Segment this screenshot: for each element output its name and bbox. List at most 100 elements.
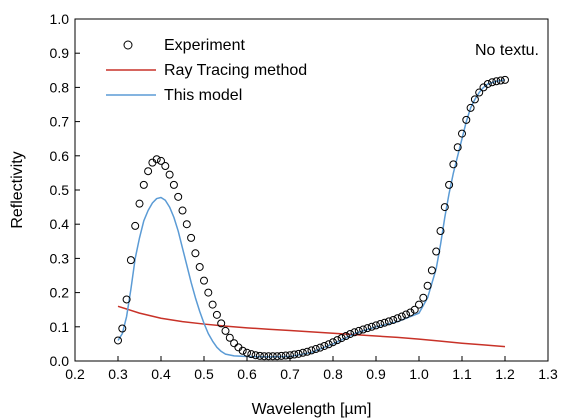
experiment-point: [449, 160, 458, 169]
experiment-point: [406, 308, 415, 317]
experiment-point: [157, 156, 165, 165]
chart-annotation: No textu.: [475, 42, 539, 59]
experiment-point: [298, 348, 307, 357]
y-tick-label: 0.2: [50, 285, 70, 301]
experiment-point: [316, 343, 325, 352]
experiment-point: [372, 321, 380, 330]
experiment-point: [427, 266, 436, 275]
legend-entry: Ray Tracing method: [106, 62, 307, 79]
experiment-point: [419, 293, 428, 302]
experiment-point: [251, 351, 260, 360]
experiment-point: [126, 256, 135, 265]
experiment-point: [354, 326, 363, 335]
experiment-point: [161, 162, 170, 171]
series-line-ray-tracing-method: [117, 305, 506, 348]
x-tick-label: 0.8: [323, 366, 343, 382]
experiment-point: [230, 339, 239, 348]
legend-marker: [123, 40, 133, 50]
y-tick-label: 0.5: [50, 182, 70, 198]
experiment-point: [376, 320, 385, 329]
y-tick-label: 0.6: [50, 148, 70, 164]
legend-label: Experiment: [164, 37, 245, 54]
experiment-point: [432, 247, 441, 256]
experiment-point: [436, 227, 445, 236]
experiment-point: [152, 155, 161, 164]
experiment-point: [488, 78, 497, 87]
y-tick-label: 1.0: [50, 11, 70, 27]
experiment-point: [225, 333, 234, 342]
legend-entry: Experiment: [123, 37, 245, 54]
experiment-point: [290, 350, 299, 359]
legend-entry: This model: [106, 87, 242, 104]
experiment-point: [217, 319, 226, 328]
experiment-point: [475, 88, 484, 97]
experiment-point: [243, 348, 251, 357]
experiment-point: [187, 233, 196, 242]
experiment-point: [303, 347, 312, 356]
experiment-point: [483, 79, 492, 88]
experiment-point: [178, 206, 187, 215]
experiment-point: [423, 281, 432, 290]
experiment-point: [393, 314, 402, 323]
experiment-point: [139, 180, 148, 189]
experiment-point: [324, 340, 333, 349]
experiment-point: [144, 167, 153, 176]
experiment-point: [415, 300, 423, 309]
experiment-point: [114, 336, 122, 345]
x-tick-label: 0.4: [151, 366, 171, 382]
x-tick-label: 0.5: [194, 366, 214, 382]
experiment-point: [165, 170, 174, 179]
experiment-point: [311, 345, 320, 354]
experiment-point: [255, 351, 264, 360]
y-tick-label: 0.8: [50, 79, 70, 95]
experiment-point: [260, 352, 269, 361]
legend: Experiment Ray Tracing method This model: [106, 37, 307, 104]
experiment-point: [191, 249, 200, 258]
experiment-point: [169, 180, 178, 189]
experiment-point: [402, 310, 411, 319]
experiment-point: [397, 312, 406, 321]
x-tick-label: 1.1: [452, 366, 472, 382]
legend-label: This model: [164, 87, 242, 104]
y-axis-label: Reflectivity: [9, 151, 26, 228]
x-tick-label: 0.7: [280, 366, 300, 382]
experiment-point: [359, 325, 368, 334]
x-tick-label: 0.2: [65, 366, 85, 382]
experiment-point: [341, 332, 350, 341]
experiment-point: [200, 276, 208, 285]
experiment-point: [329, 338, 337, 347]
experiment-point: [273, 352, 282, 361]
experiment-point: [337, 334, 346, 343]
experiment-point: [268, 352, 277, 361]
experiment-point: [458, 129, 466, 138]
experiment-point: [367, 322, 376, 331]
experiment-point: [294, 349, 303, 358]
experiment-point: [380, 318, 389, 327]
experiment-point: [238, 346, 247, 355]
y-tick-label: 0.3: [50, 250, 70, 266]
experiment-point: [389, 315, 398, 324]
y-tick-label: 0.0: [50, 353, 70, 369]
experiment-point: [501, 75, 509, 84]
experiment-point: [346, 329, 355, 338]
experiment-point: [384, 317, 393, 326]
experiment-point: [264, 352, 273, 361]
experiment-point: [204, 288, 213, 297]
x-tick-label: 0.9: [366, 366, 386, 382]
experiment-point: [135, 199, 144, 208]
experiment-point: [350, 328, 359, 337]
experiment-point: [496, 76, 505, 85]
experiment-point: [212, 310, 221, 319]
x-tick-label: 1.2: [495, 366, 515, 382]
experiment-point: [281, 351, 290, 360]
x-axis-label: Wavelength [µm]: [252, 401, 372, 418]
legend-label: Ray Tracing method: [164, 62, 307, 79]
x-tick-label: 0.6: [237, 366, 257, 382]
experiment-point: [247, 350, 256, 359]
ticks-layer: 0.2 0.3 0.4 0.5 0.6 0.7 0.8 0.9 1.0 1.1 1.2 1.30.00…: [50, 11, 558, 382]
experiment-point: [453, 143, 462, 152]
experiment-point: [221, 326, 230, 335]
experiment-point: [277, 351, 286, 360]
experiment-point: [131, 221, 140, 230]
